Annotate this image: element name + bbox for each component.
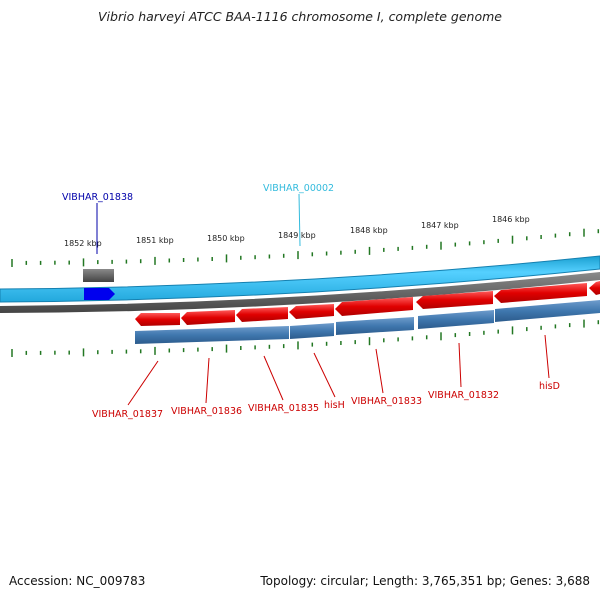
gene-block[interactable] [135, 326, 289, 344]
gene-block[interactable] [495, 300, 600, 322]
cds-arrow[interactable] [416, 291, 493, 309]
scale-ticks-lower [11, 319, 600, 357]
gene-block[interactable] [418, 310, 494, 329]
cds-track [135, 281, 600, 326]
scale-label-1850: 1850 kbp [207, 234, 245, 243]
accession-text: Accession: NC_009783 [9, 574, 146, 588]
topology-text: Topology: circular; Length: 3,765,351 bp… [260, 574, 590, 588]
scale-label-1847: 1847 kbp [421, 221, 459, 230]
cds-arrow[interactable] [589, 281, 600, 295]
scale-ticks-upper [11, 228, 600, 267]
feature-label-VIBHAR-01838[interactable]: VIBHAR_01838 [62, 192, 133, 203]
scale-label-1849: 1849 kbp [278, 231, 316, 240]
feature-label-VIBHAR-00002[interactable]: VIBHAR_00002 [263, 183, 334, 194]
scale-label-1852: 1852 kbp [64, 239, 102, 248]
highlight-feature-box[interactable] [83, 269, 114, 282]
cds-arrow[interactable] [289, 304, 334, 319]
scale-label-1848: 1848 kbp [350, 226, 388, 235]
gene-label-hisD[interactable]: hisD [539, 381, 560, 392]
cds-arrow[interactable] [236, 307, 288, 322]
gene-label-VIBHAR-01835[interactable]: VIBHAR_01835 [248, 403, 319, 414]
strand-line [0, 272, 600, 313]
cds-arrow[interactable] [335, 297, 413, 316]
scale-label-1851: 1851 kbp [136, 236, 174, 245]
genome-backbone-band [0, 255, 600, 303]
gene-block[interactable] [290, 323, 334, 339]
leader-line-VIBHAR-00002 [298, 193, 301, 247]
gene-VIBHAR-01838-arrow[interactable] [84, 288, 115, 300]
gene-leader-lines [127, 334, 550, 406]
gene-label-hisH[interactable]: hisH [324, 400, 345, 411]
map-title: Vibrio harveyi ATCC BAA-1116 chromosome … [98, 9, 502, 24]
gene-track [135, 300, 600, 344]
gene-label-VIBHAR-01836[interactable]: VIBHAR_01836 [171, 406, 242, 417]
gene-label-VIBHAR-01832[interactable]: VIBHAR_01832 [428, 390, 499, 401]
gene-label-VIBHAR-01833[interactable]: VIBHAR_01833 [351, 396, 422, 407]
cds-arrow[interactable] [181, 310, 235, 325]
cds-arrow[interactable] [494, 283, 587, 303]
scale-label-1846: 1846 kbp [492, 215, 530, 224]
cds-arrow[interactable] [135, 313, 180, 326]
gene-label-VIBHAR-01837[interactable]: VIBHAR_01837 [92, 409, 163, 420]
gene-block[interactable] [336, 317, 414, 335]
